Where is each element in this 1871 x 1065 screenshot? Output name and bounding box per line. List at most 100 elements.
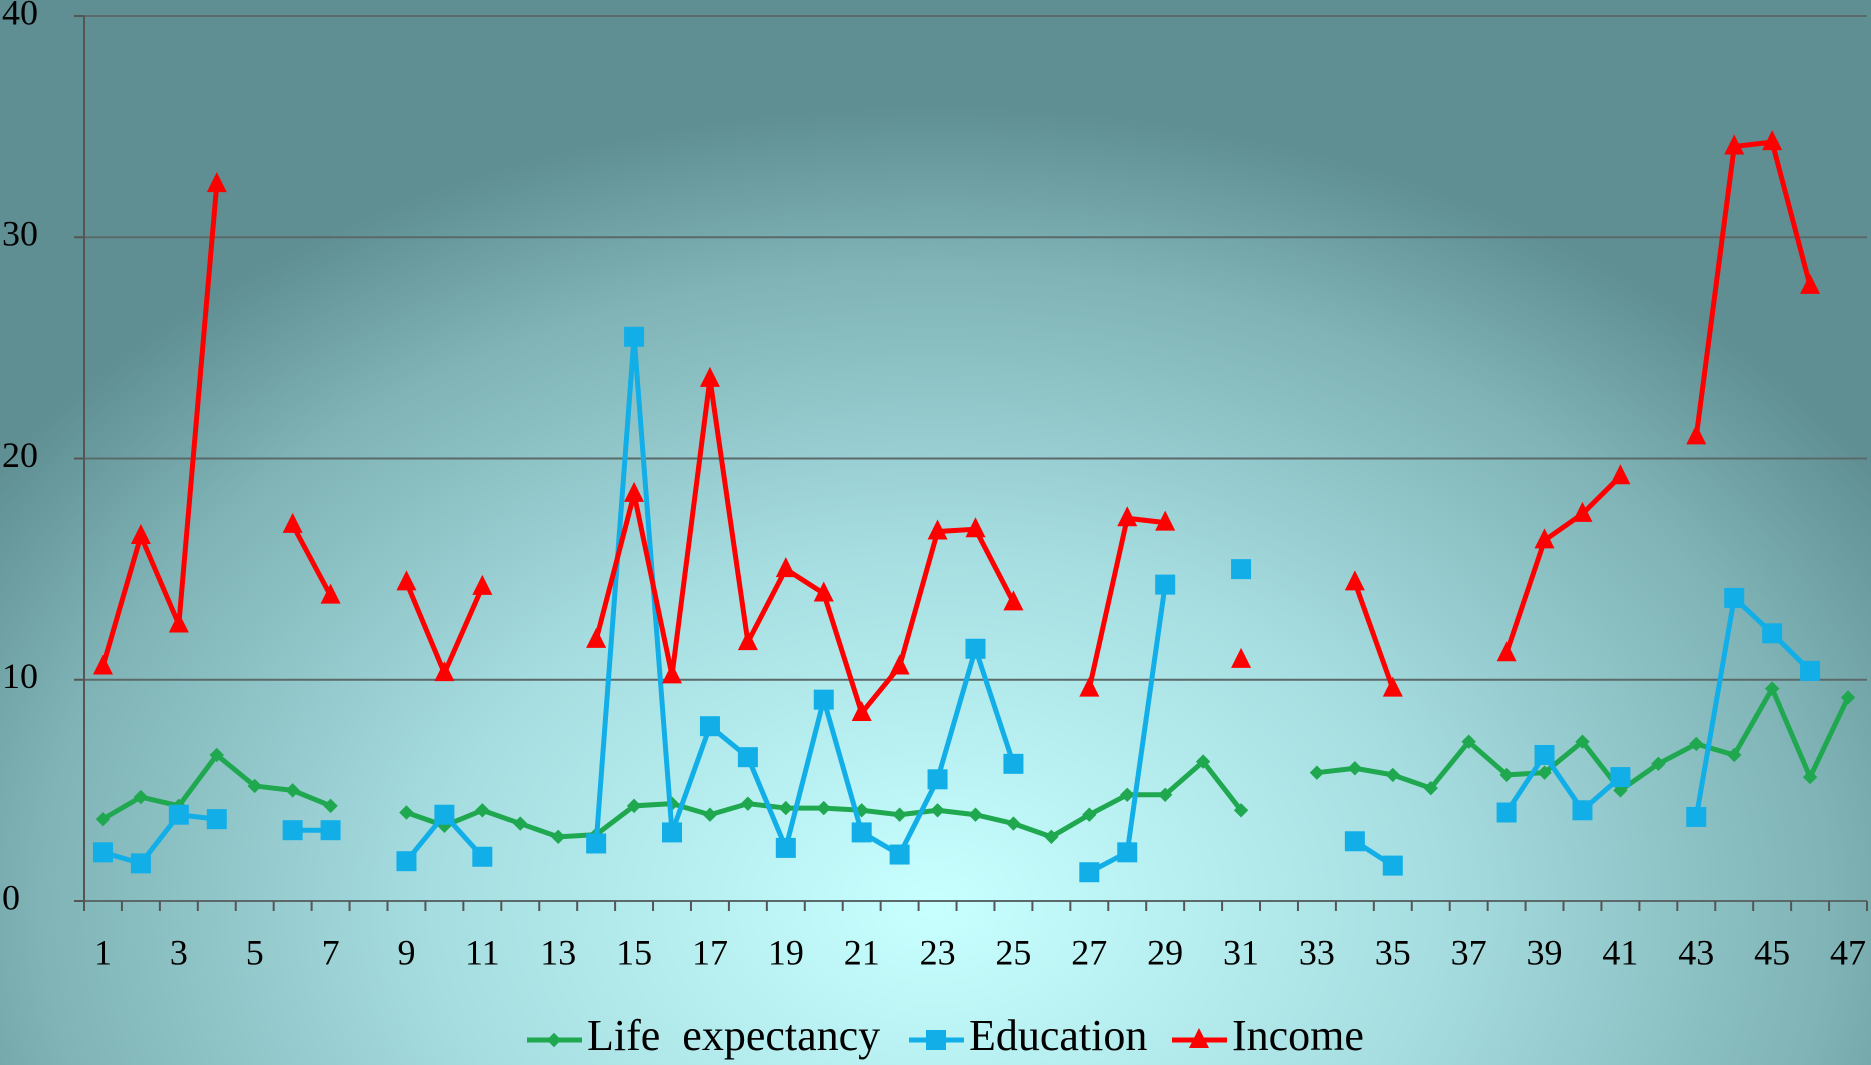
legend-label: Life expectancy xyxy=(587,1011,880,1060)
marker xyxy=(206,809,227,830)
marker xyxy=(1575,734,1590,749)
marker xyxy=(1764,681,1780,696)
marker xyxy=(1686,424,1707,445)
x-tick-label: 29 xyxy=(1147,932,1183,972)
y-tick-label: 40 xyxy=(2,0,38,32)
marker xyxy=(1572,501,1593,522)
marker xyxy=(282,512,303,533)
marker xyxy=(168,804,189,825)
marker xyxy=(1231,559,1252,580)
x-tick-label: 37 xyxy=(1451,932,1487,972)
marker xyxy=(1689,736,1704,752)
x-tick-label: 47 xyxy=(1830,932,1866,972)
marker xyxy=(965,517,986,538)
marker xyxy=(1802,769,1818,785)
marker xyxy=(551,829,566,845)
marker xyxy=(930,803,945,818)
marker xyxy=(1344,570,1365,591)
marker xyxy=(1762,130,1783,151)
marker xyxy=(396,851,417,872)
marker xyxy=(1006,816,1021,831)
marker xyxy=(737,630,758,651)
series-line xyxy=(102,334,1812,875)
marker xyxy=(434,804,455,825)
marker xyxy=(1496,641,1517,662)
x-tick-label: 41 xyxy=(1602,932,1638,972)
legend-label: Education xyxy=(969,1011,1147,1060)
marker xyxy=(168,612,189,633)
x-tick-label: 23 xyxy=(920,932,956,972)
marker xyxy=(1117,842,1138,863)
marker xyxy=(813,581,834,602)
x-tick-label: 25 xyxy=(995,932,1031,972)
marker xyxy=(396,570,417,591)
marker xyxy=(775,557,796,578)
marker xyxy=(1651,756,1666,772)
x-tick-label: 35 xyxy=(1375,932,1411,972)
marker xyxy=(740,796,756,811)
marker xyxy=(1003,590,1024,611)
marker xyxy=(437,818,452,833)
marker xyxy=(1003,753,1024,774)
marker xyxy=(1762,623,1783,644)
marker xyxy=(92,654,113,675)
x-tick-label: 33 xyxy=(1299,932,1335,972)
marker xyxy=(1724,134,1745,155)
marker xyxy=(285,783,300,798)
marker xyxy=(813,689,834,710)
marker xyxy=(1572,800,1593,821)
marker xyxy=(1082,807,1097,822)
marker xyxy=(775,837,796,858)
marker xyxy=(1155,574,1176,595)
series-line xyxy=(100,139,1813,716)
marker xyxy=(586,833,607,854)
marker xyxy=(851,822,872,843)
marker xyxy=(475,803,490,818)
marker xyxy=(1724,587,1745,608)
marker xyxy=(399,805,414,820)
marker xyxy=(1117,506,1138,527)
marker xyxy=(889,844,910,865)
marker xyxy=(282,820,303,841)
marker xyxy=(892,807,907,822)
marker xyxy=(1079,676,1100,697)
marker xyxy=(965,638,986,659)
marker xyxy=(247,778,262,794)
marker xyxy=(1195,754,1211,769)
marker xyxy=(626,798,642,814)
x-tick-label: 21 xyxy=(844,932,880,972)
marker xyxy=(737,747,758,768)
marker xyxy=(699,716,720,737)
legend-marker xyxy=(1189,1028,1209,1048)
marker xyxy=(889,654,910,675)
y-tick-label: 20 xyxy=(2,435,38,475)
marker xyxy=(662,663,683,684)
marker xyxy=(209,747,224,763)
marker xyxy=(472,846,493,867)
marker xyxy=(1537,765,1552,780)
x-tick-label: 7 xyxy=(322,932,340,972)
marker xyxy=(472,574,493,595)
marker xyxy=(851,700,872,721)
marker xyxy=(95,811,111,827)
x-tick-label: 27 xyxy=(1071,932,1107,972)
marker xyxy=(1840,690,1856,705)
marker xyxy=(1382,676,1403,697)
marker xyxy=(586,627,607,648)
marker xyxy=(513,816,528,831)
y-tick-label: 10 xyxy=(2,656,38,696)
marker xyxy=(130,853,151,874)
legend-marker xyxy=(546,1032,562,1048)
marker xyxy=(1686,806,1707,827)
marker xyxy=(702,807,718,822)
marker xyxy=(1610,464,1631,485)
marker xyxy=(320,583,341,604)
marker xyxy=(968,807,983,822)
marker xyxy=(1044,829,1059,845)
marker xyxy=(816,800,831,816)
x-tick-label: 39 xyxy=(1527,932,1563,972)
marker xyxy=(1155,510,1176,531)
marker xyxy=(1231,647,1252,668)
x-tick-label: 15 xyxy=(616,932,652,972)
